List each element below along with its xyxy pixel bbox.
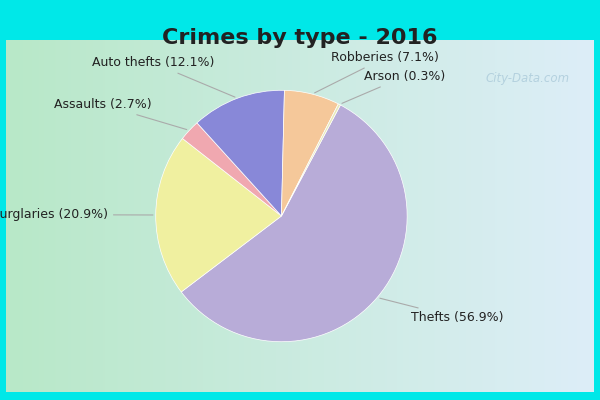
Wedge shape bbox=[281, 90, 338, 216]
Text: City-Data.com: City-Data.com bbox=[486, 72, 570, 85]
Wedge shape bbox=[197, 90, 284, 216]
Wedge shape bbox=[182, 123, 281, 216]
Wedge shape bbox=[181, 105, 407, 342]
Text: Assaults (2.7%): Assaults (2.7%) bbox=[54, 98, 187, 130]
Text: Auto thefts (12.1%): Auto thefts (12.1%) bbox=[92, 56, 235, 97]
Wedge shape bbox=[156, 138, 281, 292]
Wedge shape bbox=[281, 104, 340, 216]
Text: Thefts (56.9%): Thefts (56.9%) bbox=[380, 298, 503, 324]
Text: Arson (0.3%): Arson (0.3%) bbox=[342, 70, 445, 103]
Text: Crimes by type - 2016: Crimes by type - 2016 bbox=[162, 28, 438, 48]
Text: Burglaries (20.9%): Burglaries (20.9%) bbox=[0, 208, 153, 221]
Text: Robberies (7.1%): Robberies (7.1%) bbox=[314, 51, 439, 93]
